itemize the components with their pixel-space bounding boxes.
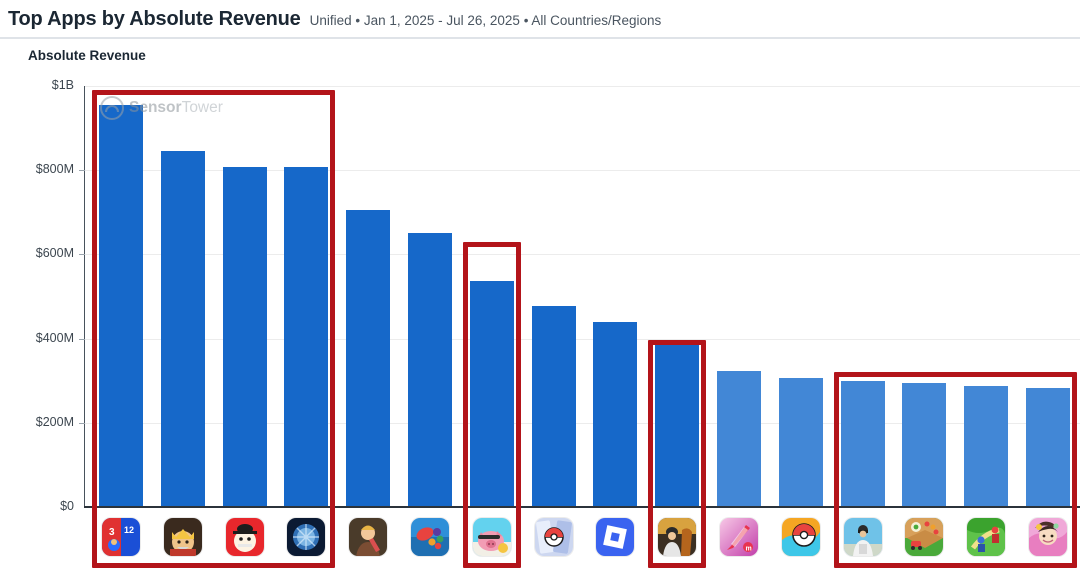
svg-text:12: 12 (124, 525, 134, 535)
bar-11[interactable] (717, 371, 761, 507)
bar-2[interactable] (160, 151, 205, 507)
header-divider (0, 37, 1080, 39)
chart-subtitle: Unified • Jan 1, 2025 - Jul 26, 2025 • A… (309, 13, 662, 28)
roblox-icon[interactable] (596, 518, 635, 556)
app-icon-row: 3 12 m (85, 511, 1080, 571)
bar-12[interactable] (778, 377, 823, 507)
gridline (85, 422, 1080, 424)
y-axis-tick-label: $800M (35, 162, 74, 177)
y-axis-tick-mark (79, 254, 85, 256)
pokemon-tcg-pocket-icon[interactable] (534, 518, 573, 556)
candy-crush-icon[interactable] (411, 518, 449, 556)
bar-15[interactable] (964, 385, 1009, 507)
pink-character-icon[interactable] (1029, 518, 1067, 556)
y-axis-tick-label: $600M (35, 246, 74, 261)
y-axis-tick-label: $400M (35, 330, 74, 345)
svg-text:3: 3 (109, 527, 115, 538)
page-title: Top Apps by Absolute Revenue (8, 7, 301, 30)
y-axis-tick-label: $200M (35, 414, 74, 429)
y-axis-tick-label: $0 (60, 499, 74, 513)
bar-4[interactable] (284, 167, 329, 507)
soldier-sky-icon[interactable] (843, 518, 882, 556)
bar-3[interactable] (222, 166, 267, 507)
svg-text:m: m (746, 546, 752, 553)
x-axis-line (84, 506, 1080, 508)
battle-royale-icon[interactable] (658, 518, 697, 556)
gridline (85, 86, 1080, 87)
monopoly-go-icon[interactable] (225, 518, 264, 556)
royal-match-icon[interactable]: 3 12 (102, 518, 140, 556)
last-war-icon[interactable] (349, 518, 388, 556)
chart-header: Top Apps by Absolute Revenue Unified • J… (0, 0, 1080, 38)
bar-9[interactable] (593, 321, 638, 507)
y-axis-tick-mark (79, 170, 85, 172)
bar-8[interactable] (531, 305, 576, 507)
y-axis-tick-mark (79, 338, 85, 340)
bar-14[interactable] (902, 382, 947, 507)
y-axis-title: Absolute Revenue (28, 48, 146, 63)
bar-7[interactable] (469, 280, 514, 507)
bar-5[interactable] (346, 210, 391, 507)
gridline (85, 338, 1080, 340)
y-axis-tick-mark (79, 422, 85, 424)
plot-area (85, 86, 1080, 507)
bar-10[interactable] (655, 344, 700, 507)
bar-1[interactable] (99, 104, 143, 507)
gridline (85, 170, 1080, 172)
royal-kingdom-icon[interactable] (163, 518, 202, 556)
farm-garden-icon[interactable] (905, 518, 944, 556)
bar-16[interactable] (1026, 387, 1070, 507)
pokemon-go-icon[interactable] (781, 518, 820, 556)
whiteout-survival-icon[interactable] (287, 518, 326, 556)
y-axis-line (84, 86, 85, 507)
bar-6[interactable] (408, 232, 452, 507)
y-axis-tick-label: $1B (51, 78, 74, 92)
piggy-pig-icon[interactable] (472, 518, 511, 556)
honor-of-kings-icon[interactable]: m (720, 518, 758, 556)
green-field-icon[interactable] (967, 518, 1006, 556)
bar-13[interactable] (840, 380, 885, 507)
gridline (85, 254, 1080, 256)
